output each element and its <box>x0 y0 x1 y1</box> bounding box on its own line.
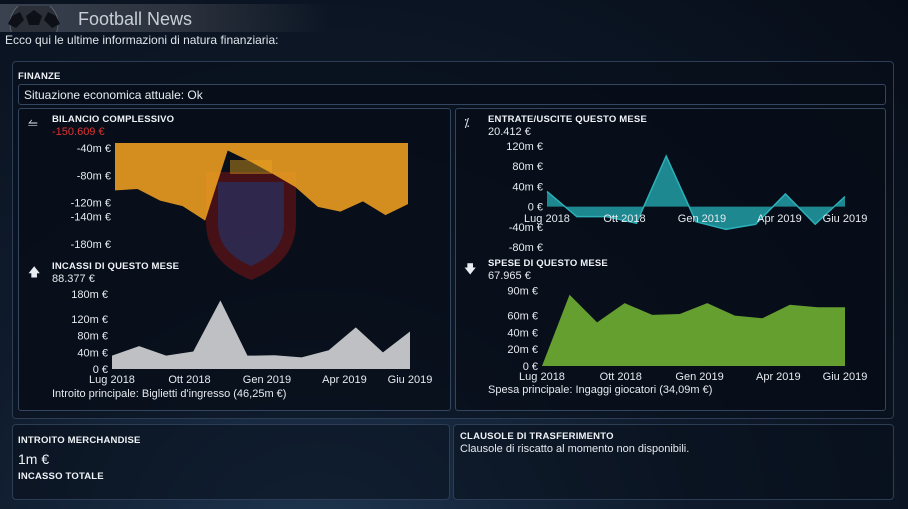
window-title: Football News <box>78 9 193 29</box>
merch-panel <box>12 424 450 500</box>
x-tick-label: Apr 2019 <box>757 213 802 225</box>
chart-area <box>547 156 845 230</box>
balance-chart: -40m € -80m € -120m €-140m € -180m € <box>71 143 408 251</box>
chart-area <box>542 294 845 366</box>
football-icon <box>8 6 60 32</box>
x-tick-label: Ott 2018 <box>600 371 642 383</box>
x-tick-label: Ott 2018 <box>603 213 645 225</box>
merch-value: 1m € <box>18 451 50 467</box>
income-chart: 180m € 120m € 80m € 40m € 0 €Lug 2018 Ott 201… <box>71 289 433 386</box>
income-main-label: Introito principale: <box>52 388 139 400</box>
percent-icon: ⁒ <box>464 116 470 130</box>
x-tick-label: Apr 2019 <box>756 371 801 383</box>
x-tick-label: Lug 2018 <box>89 374 135 386</box>
x-tick-label: Giu 2019 <box>823 213 868 225</box>
x-tick-label: Giu 2019 <box>388 374 433 386</box>
merch-total-header: INCASSO TOTALE <box>18 471 104 482</box>
y-tick-label: 40m € <box>507 327 538 339</box>
y-tick-label: -80m € <box>77 170 111 182</box>
net-header: ENTRATE/USCITE QUESTO MESE <box>488 114 647 125</box>
y-tick-label: 0 € <box>528 202 543 214</box>
x-tick-label: Lug 2018 <box>524 213 570 225</box>
y-tick-label: -140m € <box>71 211 111 223</box>
y-tick-label: 40m € <box>512 181 543 193</box>
finance-status: Situazione economica attuale: Ok <box>18 84 886 105</box>
y-tick-label: -40m € <box>77 143 111 155</box>
expenses-value: 67.965 € <box>488 270 531 282</box>
y-tick-label: 180m € <box>71 289 108 301</box>
x-tick-label: Gen 2019 <box>243 374 291 386</box>
expenses-main-value: Ingaggi giocatori (34,09m €) <box>575 384 713 396</box>
y-tick-label: 80m € <box>512 161 543 173</box>
y-tick-label: -40m € <box>509 222 543 234</box>
y-tick-label: 120m € <box>506 141 543 153</box>
arrow-up-icon: 🡅 <box>28 265 41 279</box>
balance-value: -150.609 € <box>52 126 105 138</box>
finance-header: FINANZE <box>18 71 61 82</box>
expenses-main-label: Spesa principale: <box>488 384 573 396</box>
transfer-header: CLAUSOLE DI TRASFERIMENTO <box>460 431 614 442</box>
expenses-chart: 90m € 60m € 40m € 20m € 0 €Lug 2018 Ott 2018 G… <box>507 286 868 383</box>
x-tick-label: Giu 2019 <box>823 371 868 383</box>
expenses-main: Spesa principale: Ingaggi giocatori (34,… <box>488 384 712 396</box>
x-tick-label: Gen 2019 <box>675 371 723 383</box>
finance-status-text: Situazione economica attuale: Ok <box>24 88 203 102</box>
income-header: INCASSI DI QUESTO MESE <box>52 261 180 272</box>
net-chart: 120m € 80m € 40m € 0 € -40m € -80m € Lug 2018 O… <box>506 141 868 254</box>
balance-header: BILANCIO COMPLESSIVO <box>52 114 175 125</box>
y-tick-label: 40m € <box>77 347 108 359</box>
intro-text: Ecco qui le ultime informazioni di natur… <box>5 33 279 47</box>
income-value: 88.377 € <box>52 273 95 285</box>
y-tick-label: 60m € <box>507 311 538 323</box>
title-bar: Football News <box>0 4 330 32</box>
income-main-value: Biglietti d'ingresso (46,25m €) <box>141 388 287 400</box>
balance-icon: ⥪ <box>28 116 38 130</box>
y-tick-label: 120m € <box>71 314 108 326</box>
expenses-header: SPESE DI QUESTO MESE <box>488 258 608 269</box>
x-tick-label: Apr 2019 <box>322 374 367 386</box>
y-tick-label: 0 € <box>523 361 538 373</box>
chart-line <box>546 154 846 231</box>
net-value: 20.412 € <box>488 126 531 138</box>
arrow-down-icon: 🡇 <box>464 262 477 276</box>
chart-area <box>115 143 408 221</box>
income-main: Introito principale: Biglietti d'ingress… <box>52 388 286 400</box>
transfer-text: Clausole di riscatto al momento non disp… <box>460 443 690 455</box>
x-tick-label: Lug 2018 <box>519 371 565 383</box>
y-tick-label: 0 € <box>93 364 108 376</box>
y-tick-label: 90m € <box>507 286 538 298</box>
y-tick-label: -120m € <box>71 198 111 210</box>
y-tick-label: -80m € <box>509 242 543 254</box>
transfer-panel <box>453 424 894 500</box>
merch-header: INTROITO MERCHANDISE <box>18 435 141 446</box>
y-tick-label: -180m € <box>71 239 111 251</box>
y-tick-label: 80m € <box>77 331 108 343</box>
x-tick-label: Gen 2019 <box>678 213 726 225</box>
chart-area <box>112 300 410 369</box>
x-tick-label: Ott 2018 <box>168 374 210 386</box>
y-tick-label: 20m € <box>507 344 538 356</box>
